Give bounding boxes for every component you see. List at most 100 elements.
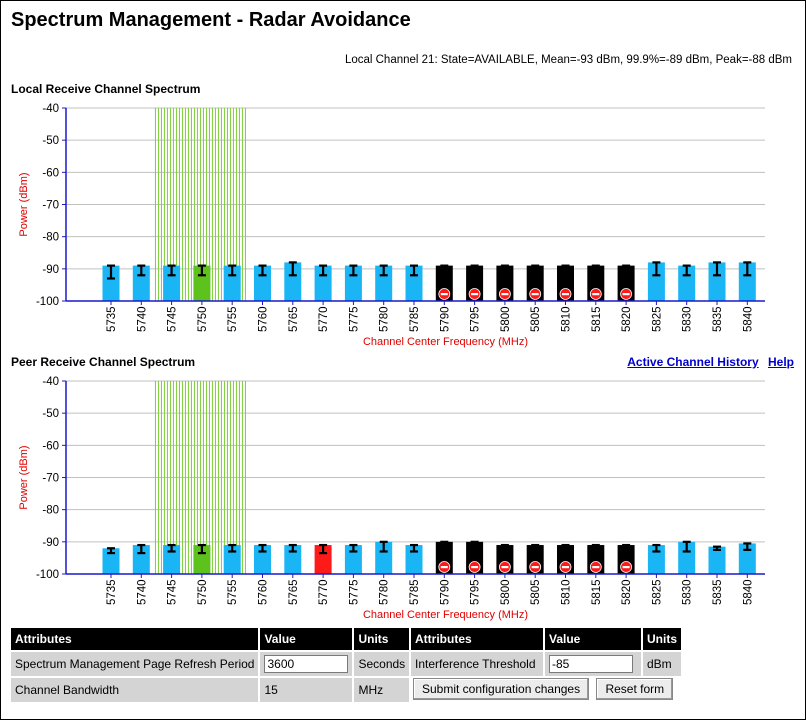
y-tick-label: -70 <box>42 200 59 212</box>
y-tick-label: -60 <box>42 440 59 452</box>
interference-threshold-input[interactable] <box>549 655 633 673</box>
bar-5825 <box>647 545 665 574</box>
value-header: Value <box>260 628 353 650</box>
y-tick-label: -50 <box>42 408 59 420</box>
barred-channel-icon-bar <box>501 293 509 296</box>
x-tick-label: 5770 <box>318 306 330 332</box>
x-tick-label: 5840 <box>742 579 754 605</box>
x-tick-label: 5770 <box>318 579 330 605</box>
x-tick-label: 5815 <box>591 579 603 605</box>
refresh-period-cell <box>260 652 353 676</box>
x-tick-label: 5795 <box>470 579 482 605</box>
x-tick-label: 5735 <box>106 579 118 605</box>
local-channel-status: Local Channel 21: State=AVAILABLE, Mean=… <box>344 54 792 66</box>
bar-5755 <box>223 545 241 574</box>
barred-channel-icon-bar <box>471 293 479 296</box>
bar-5760 <box>254 265 271 301</box>
help-link[interactable]: Help <box>767 355 794 369</box>
table-header-row: Attributes Value Units <box>11 628 410 650</box>
x-tick-label: 5755 <box>227 579 239 605</box>
x-tick-label: 5760 <box>258 579 270 605</box>
barred-channel-icon-bar <box>592 566 600 569</box>
bar-5760 <box>254 545 271 574</box>
x-tick-label: 5820 <box>621 579 633 605</box>
y-axis-label: Power (dBm) <box>18 172 30 236</box>
channel-bandwidth-value: 15 <box>260 678 353 702</box>
active-channel-history-link[interactable]: Active Channel History <box>627 355 759 369</box>
channel-bandwidth-units: MHz <box>354 678 410 702</box>
barred-channel-icon-bar <box>622 566 630 569</box>
bar-5735 <box>102 548 120 574</box>
bar-5750 <box>193 545 211 574</box>
bar-5755 <box>223 265 241 301</box>
x-tick-label: 5805 <box>530 306 542 332</box>
table-row: Interference Threshold dBm <box>411 652 681 676</box>
y-axis-label: Power (dBm) <box>18 445 30 509</box>
bar-5835 <box>708 262 726 301</box>
bar-5770 <box>314 545 332 574</box>
x-tick-label: 5800 <box>500 306 512 332</box>
x-tick-label: 5765 <box>288 306 300 332</box>
units-header: Units <box>354 628 410 650</box>
x-tick-label: 5825 <box>651 579 663 605</box>
x-tick-label: 5820 <box>621 306 633 332</box>
interference-threshold-units: dBm <box>643 652 681 676</box>
y-tick-label: -60 <box>42 167 59 179</box>
x-tick-label: 5750 <box>197 579 209 605</box>
barred-channel-icon-bar <box>562 293 569 296</box>
x-tick-label: 5790 <box>439 579 451 605</box>
barred-channel-icon-bar <box>471 566 479 569</box>
submit-configuration-button[interactable]: Submit configuration changes <box>413 678 590 700</box>
x-tick-label: 5805 <box>530 579 542 605</box>
x-tick-label: 5735 <box>106 306 118 332</box>
settings-table-right: Attributes Value Units Interference Thre… <box>409 626 683 702</box>
table-row: Spectrum Management Page Refresh Period … <box>11 652 410 676</box>
local-chart-title: Local Receive Channel Spectrum <box>11 82 201 96</box>
channel-bandwidth-label: Channel Bandwidth <box>11 678 259 702</box>
bar-5785 <box>405 265 423 301</box>
table-row: Channel Bandwidth 15 MHz <box>11 678 410 702</box>
x-tick-label: 5780 <box>379 306 391 332</box>
barred-channel-icon-bar <box>440 293 448 296</box>
attributes-header: Attributes <box>11 628 259 650</box>
y-tick-label: -90 <box>42 537 59 549</box>
settings-table-left: Attributes Value Units Spectrum Manageme… <box>9 626 411 704</box>
x-tick-label: 5785 <box>409 306 421 332</box>
bar-5785 <box>405 545 423 574</box>
bar-5835 <box>708 546 726 574</box>
x-tick-label: 5740 <box>136 306 148 332</box>
y-tick-label: -100 <box>36 296 59 308</box>
x-tick-label: 5825 <box>651 306 663 332</box>
barred-channel-icon-bar <box>531 566 539 569</box>
barred-channel-icon-bar <box>622 293 630 296</box>
interference-threshold-label: Interference Threshold <box>411 652 543 676</box>
bar-5770 <box>314 265 332 301</box>
bar-5745 <box>163 545 181 574</box>
bar-5765 <box>284 262 302 301</box>
bar-5840 <box>738 543 756 574</box>
bar-5775 <box>344 545 362 574</box>
x-tick-label: 5800 <box>500 579 512 605</box>
refresh-period-label: Spectrum Management Page Refresh Period <box>11 652 259 676</box>
refresh-period-input[interactable] <box>264 655 349 673</box>
barred-channel-icon-bar <box>531 293 539 296</box>
x-tick-label: 5780 <box>379 579 391 605</box>
x-tick-label: 5810 <box>561 306 573 332</box>
y-tick-label: -50 <box>42 135 59 147</box>
x-tick-label: 5830 <box>682 579 694 605</box>
x-tick-label: 5760 <box>258 306 270 332</box>
x-tick-label: 5790 <box>439 306 451 332</box>
x-tick-label: 5795 <box>470 306 482 332</box>
y-tick-label: -40 <box>42 103 59 115</box>
bar-5780 <box>375 265 393 301</box>
bar-5735 <box>102 265 120 301</box>
x-tick-label: 5785 <box>409 579 421 605</box>
bar-5740 <box>132 265 150 301</box>
reset-form-button[interactable]: Reset form <box>596 678 674 700</box>
barred-channel-icon-bar <box>592 293 600 296</box>
x-tick-label: 5745 <box>167 579 179 605</box>
x-tick-label: 5840 <box>742 306 754 332</box>
table-header-row: Attributes Value Units <box>411 628 681 650</box>
x-tick-label: 5765 <box>288 579 300 605</box>
barred-channel-icon-bar <box>440 566 448 569</box>
